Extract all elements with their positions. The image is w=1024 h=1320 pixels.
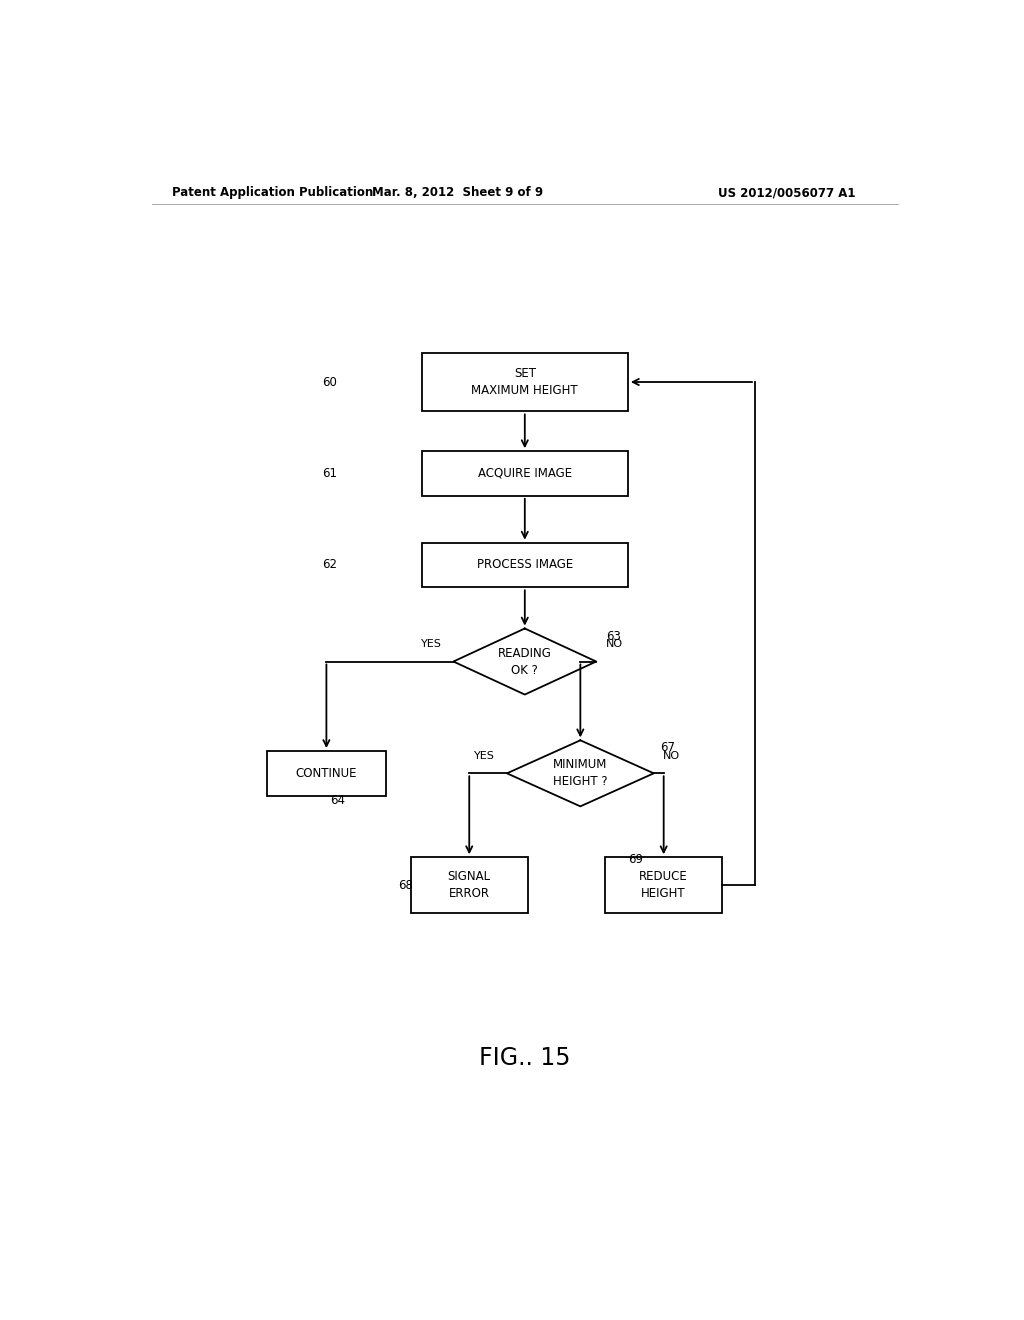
Text: REDUCE
HEIGHT: REDUCE HEIGHT [639, 870, 688, 900]
Polygon shape [454, 628, 596, 694]
Text: 62: 62 [323, 558, 338, 572]
Text: READING
OK ?: READING OK ? [498, 647, 552, 677]
FancyBboxPatch shape [422, 543, 628, 587]
Text: YES: YES [421, 639, 441, 649]
Text: NO: NO [606, 639, 623, 649]
Text: 60: 60 [323, 375, 337, 388]
Text: PROCESS IMAGE: PROCESS IMAGE [477, 558, 572, 572]
Text: US 2012/0056077 A1: US 2012/0056077 A1 [718, 186, 855, 199]
Text: SET
MAXIMUM HEIGHT: SET MAXIMUM HEIGHT [471, 367, 579, 397]
Text: Mar. 8, 2012  Sheet 9 of 9: Mar. 8, 2012 Sheet 9 of 9 [372, 186, 543, 199]
Text: Patent Application Publication: Patent Application Publication [172, 186, 373, 199]
Text: CONTINUE: CONTINUE [296, 767, 357, 780]
FancyBboxPatch shape [267, 751, 386, 796]
Text: 61: 61 [323, 467, 338, 480]
FancyBboxPatch shape [422, 451, 628, 496]
Text: FIG.. 15: FIG.. 15 [479, 1045, 570, 1071]
Text: 68: 68 [397, 879, 413, 891]
Text: NO: NO [664, 751, 680, 762]
Text: 63: 63 [606, 630, 621, 643]
Text: SIGNAL
ERROR: SIGNAL ERROR [447, 870, 490, 900]
FancyBboxPatch shape [422, 352, 628, 412]
FancyBboxPatch shape [411, 857, 528, 913]
Text: 69: 69 [628, 853, 643, 866]
Text: 64: 64 [331, 795, 345, 808]
Text: ACQUIRE IMAGE: ACQUIRE IMAGE [478, 467, 571, 480]
Text: MINIMUM
HEIGHT ?: MINIMUM HEIGHT ? [553, 758, 607, 788]
Polygon shape [507, 741, 653, 807]
Text: 67: 67 [659, 742, 675, 755]
Text: YES: YES [474, 751, 495, 762]
FancyBboxPatch shape [605, 857, 722, 913]
